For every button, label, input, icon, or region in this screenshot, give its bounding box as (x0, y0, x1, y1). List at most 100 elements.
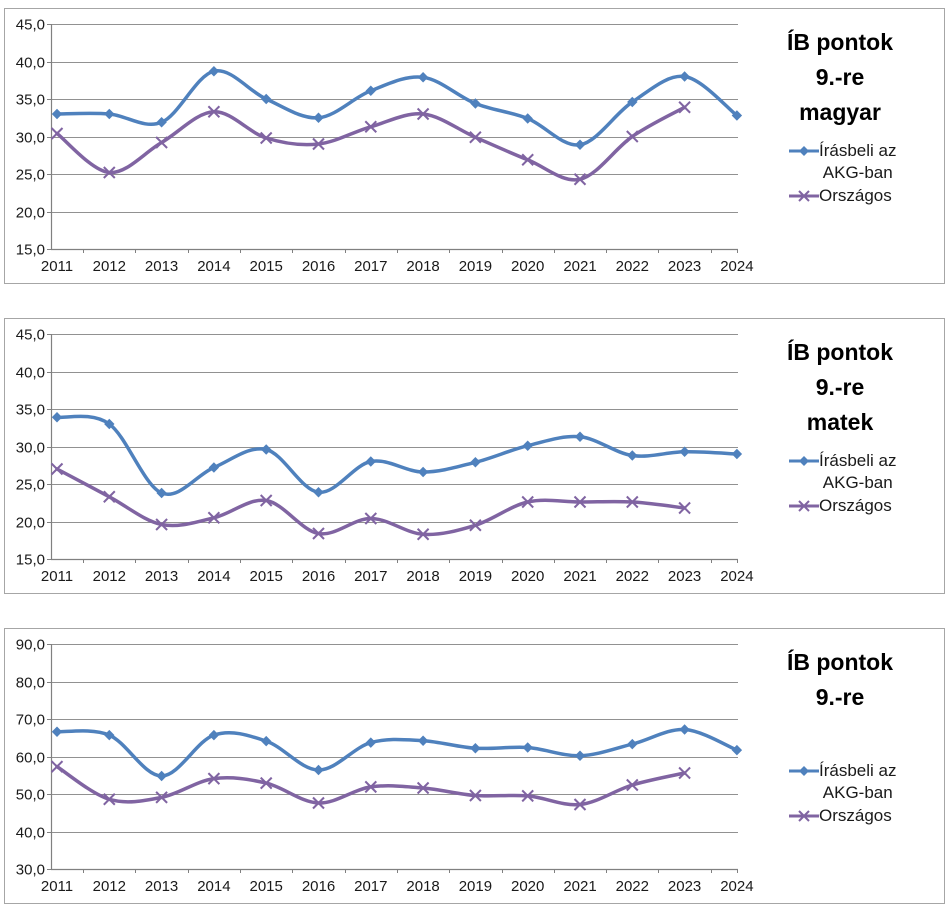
x-tick-label: 2023 (668, 258, 701, 275)
marker-diamond (627, 450, 638, 461)
x-tick-label: 2023 (668, 878, 701, 895)
y-tick-label: 30,0 (16, 862, 45, 879)
legend-label-akg: Írásbeli az AKG-ban (819, 451, 897, 492)
marker-diamond (522, 742, 533, 753)
legend-item-akg: Írásbeli az AKG-ban (789, 140, 943, 184)
marker-diamond (522, 440, 533, 451)
marker-diamond (313, 112, 324, 123)
legend-label-orszagos: Országos (819, 186, 892, 205)
marker-x (416, 107, 430, 121)
marker-x (155, 136, 168, 149)
y-tick-label: 20,0 (16, 515, 45, 532)
marker-diamond (51, 108, 63, 120)
legend-item-orszagos: Országos (789, 495, 943, 517)
y-tick-label: 20,0 (16, 205, 45, 222)
x-tick-label: 2024 (720, 258, 753, 275)
x-tick-label: 2017 (354, 878, 387, 895)
x-tick-label: 2020 (511, 878, 544, 895)
y-tick-label: 50,0 (16, 787, 45, 804)
y-tick-label: 40,0 (16, 825, 45, 842)
plot-area-magyar: 15,0 20,0 25,0 30,0 35,0 40,0 45,0 2011 2012 2013… (16, 17, 754, 276)
marker-diamond (574, 750, 586, 761)
marker-diamond (104, 108, 115, 120)
x-tick-label: 2014 (197, 258, 230, 275)
y-tick-label: 15,0 (16, 552, 45, 569)
legend-marker-diamond (799, 146, 809, 156)
marker-x (50, 462, 64, 476)
marker-x (364, 512, 378, 525)
x-tick-label: 2014 (197, 878, 230, 895)
legend-marker-x (798, 500, 810, 512)
x-tick-label: 2020 (511, 568, 544, 585)
marker-x (259, 776, 273, 790)
marker-diamond (208, 462, 220, 473)
marker-diamond (156, 770, 167, 782)
y-tick-label: 30,0 (16, 130, 45, 147)
legend-marker-x (798, 810, 810, 822)
legend-swatch-orszagos-line-x-icon (789, 500, 819, 512)
marker-x (103, 793, 116, 806)
x-tick-label: 2011 (41, 878, 73, 895)
legend-swatch-orszagos-line-x-icon (789, 190, 819, 202)
marker-x (50, 760, 64, 773)
chart-title-osszes: ÍB pontok 9.-re (786, 649, 894, 710)
x-tick-label: 2013 (145, 258, 178, 275)
marker-diamond (522, 113, 533, 124)
x-tick-label: 2013 (145, 568, 178, 585)
marker-diamond (627, 96, 638, 108)
marker-diamond (679, 724, 690, 735)
marker-x (678, 766, 691, 780)
series-line-akg (55, 727, 739, 778)
series-line-orszagos (55, 105, 687, 182)
marker-x (469, 789, 482, 802)
marker-diamond (156, 487, 167, 499)
chart-title-matek: ÍB pontok 9.-re matek (786, 339, 894, 435)
marker-diamond (679, 71, 690, 82)
legend-marker-diamond (799, 456, 809, 466)
x-tick-label: 2024 (720, 878, 753, 895)
marker-diamond (627, 738, 638, 750)
x-tick-label: 2022 (616, 568, 649, 585)
marker-x (573, 173, 587, 186)
legend-item-orszagos: Országos (789, 805, 943, 827)
plot-area-matek: 15,0 20,0 25,0 30,0 35,0 40,0 45,0 2011 2012 2013… (16, 327, 754, 586)
x-tick-label: 2016 (302, 258, 335, 275)
y-tick-label: 45,0 (16, 327, 45, 344)
marker-x (573, 798, 587, 811)
plot-area-osszes: 30,0 40,0 50,0 60,0 70,0 80,0 90,0 2011 2012 2013… (16, 637, 754, 896)
x-tick-label: 2018 (406, 878, 439, 895)
marker-x (155, 791, 168, 804)
legend-matek: Írásbeli az AKG-ban Országos (745, 450, 943, 517)
marker-diamond (104, 418, 115, 430)
marker-diamond (417, 72, 429, 83)
x-tick-label: 2012 (93, 258, 126, 275)
marker-x (678, 101, 691, 114)
marker-diamond (731, 110, 743, 121)
marker-diamond (51, 412, 63, 423)
y-tick-label: 45,0 (16, 17, 45, 34)
marker-diamond (470, 98, 481, 109)
legend-marker-diamond (799, 766, 809, 776)
x-tick-label: 2021 (563, 568, 596, 585)
marker-diamond (365, 85, 376, 96)
marker-diamond (417, 735, 429, 746)
marker-diamond (365, 737, 376, 748)
marker-diamond (574, 431, 586, 442)
legend-label-akg: Írásbeli az AKG-ban (819, 141, 897, 182)
marker-x (678, 501, 691, 515)
marker-x (155, 518, 168, 531)
x-tick-label: 2015 (250, 878, 283, 895)
x-tick-label: 2020 (511, 258, 544, 275)
legend-swatch-orszagos-line-x-icon (789, 810, 819, 822)
marker-diamond (208, 729, 220, 741)
series-line-orszagos (55, 467, 687, 537)
legend-swatch-akg-line-diamond-icon (789, 766, 819, 776)
marker-diamond (313, 487, 324, 498)
marker-diamond (208, 66, 220, 77)
marker-diamond (470, 457, 481, 468)
y-tick-label: 35,0 (16, 92, 45, 109)
x-tick-label: 2013 (145, 878, 178, 895)
x-tick-label: 2022 (616, 878, 649, 895)
x-tick-label: 2019 (459, 568, 492, 585)
